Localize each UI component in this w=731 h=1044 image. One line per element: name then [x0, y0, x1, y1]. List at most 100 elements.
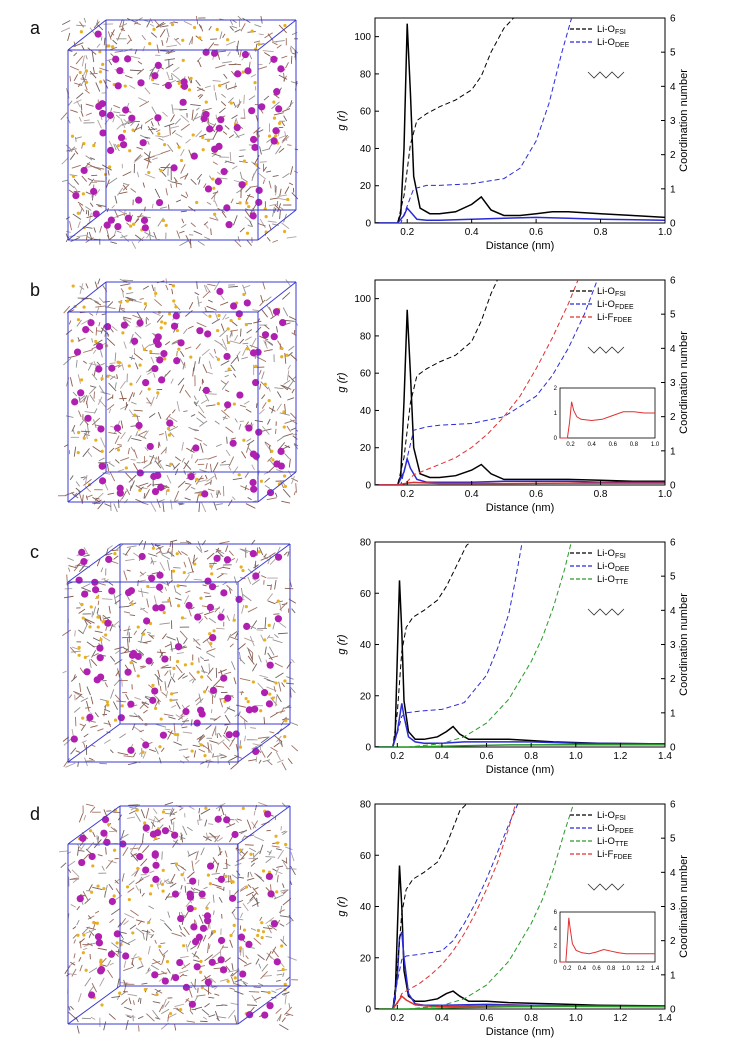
- bond-line: [106, 959, 112, 967]
- bond-line: [287, 956, 297, 961]
- bond-line: [159, 463, 165, 471]
- lithium-atom: [196, 327, 204, 335]
- bond-line: [170, 183, 172, 189]
- bond-line: [192, 367, 195, 377]
- bond-line: [281, 991, 290, 995]
- sulfur-atom: [195, 477, 199, 481]
- bond-line: [224, 369, 233, 372]
- rdf-chart-c: 0.2 0.4 0.6 0.8 1.0 1.2 1.40204060800123456Dis…: [336, 538, 690, 777]
- bond-line: [181, 726, 188, 729]
- bond-line: [99, 582, 106, 586]
- bond-line: [92, 66, 95, 73]
- bond-line: [143, 709, 148, 714]
- lithium-atom: [143, 617, 151, 625]
- bond-line: [180, 931, 186, 937]
- bond-line: [129, 614, 136, 616]
- bond-line: [112, 39, 118, 45]
- bond-line: [197, 411, 206, 419]
- bond-line: [142, 933, 145, 940]
- molecule-sketch-icon: [587, 346, 625, 354]
- bond-line: [195, 130, 203, 138]
- bond-line: [178, 748, 189, 751]
- lithium-atom: [92, 586, 100, 594]
- lithium-atom: [80, 166, 88, 175]
- x-tick-label: 0.8: [594, 227, 608, 238]
- bond-line: [233, 130, 240, 139]
- bond-line: [142, 430, 149, 439]
- sulfur-atom: [112, 848, 117, 852]
- bond-line: [192, 959, 201, 963]
- bond-line: [219, 753, 227, 757]
- bond-line: [148, 412, 156, 419]
- lithium-atom: [201, 490, 209, 498]
- bond-line: [230, 437, 236, 440]
- bond-line: [222, 131, 228, 135]
- bond-line: [262, 927, 273, 930]
- bond-line: [88, 659, 92, 668]
- bond-line: [230, 356, 238, 365]
- bond-line: [230, 631, 238, 636]
- bond-line: [58, 850, 69, 853]
- y-right-tick-label: 4: [670, 868, 676, 879]
- bond-line: [210, 718, 217, 720]
- bond-line: [63, 305, 71, 314]
- bond-line: [261, 309, 269, 318]
- bond-line: [176, 652, 184, 655]
- lithium-atom: [136, 469, 144, 477]
- bond-line: [178, 924, 182, 931]
- bond-line: [123, 647, 129, 651]
- bond-line: [163, 713, 174, 717]
- bond-line: [219, 463, 231, 466]
- sulfur-atom: [215, 27, 219, 32]
- bond-line: [280, 480, 284, 489]
- bond-line: [261, 402, 267, 409]
- bond-line: [186, 447, 195, 453]
- bond-line: [208, 996, 215, 999]
- bond-line: [269, 307, 274, 318]
- lithium-atom: [152, 604, 160, 612]
- bond-line: [84, 474, 88, 486]
- bond-line: [185, 705, 190, 709]
- bond-line: [203, 592, 210, 594]
- lithium-atom: [270, 137, 278, 145]
- bond-line: [95, 305, 106, 308]
- sulfur-atom: [283, 735, 287, 739]
- bond-line: [164, 802, 174, 806]
- bond-line: [69, 475, 74, 481]
- bond-line: [253, 850, 260, 858]
- bond-line: [199, 133, 207, 138]
- sulfur-atom: [71, 284, 75, 288]
- bond-line: [169, 669, 172, 676]
- lithium-atom: [103, 838, 111, 846]
- bond-line: [228, 588, 232, 594]
- bond-line: [229, 26, 234, 31]
- lithium-atom: [135, 421, 143, 430]
- bond-line: [210, 228, 212, 236]
- bond-line: [220, 343, 228, 351]
- bond-line: [83, 853, 90, 860]
- lithium-atom: [156, 583, 164, 591]
- bond-line: [67, 181, 75, 189]
- bond-line: [205, 836, 210, 841]
- sulfur-atom: [275, 841, 280, 845]
- bond-line: [120, 288, 124, 293]
- bond-line: [142, 182, 146, 188]
- bond-line: [173, 741, 182, 746]
- bond-line: [221, 338, 228, 350]
- bond-line: [260, 109, 264, 114]
- lithium-atom: [229, 894, 237, 902]
- sulfur-atom: [286, 197, 290, 202]
- bond-line: [259, 335, 269, 341]
- lithium-atom: [217, 956, 225, 964]
- bond-line: [159, 561, 165, 572]
- bond-line: [179, 973, 184, 978]
- lithium-atom: [204, 917, 212, 925]
- sulfur-atom: [209, 642, 213, 646]
- bond-line: [200, 399, 209, 404]
- bond-line: [125, 296, 134, 302]
- bond-line: [216, 627, 225, 630]
- bond-line: [252, 743, 263, 747]
- bond-line: [259, 674, 269, 679]
- bond-line: [85, 283, 89, 289]
- bond-line: [250, 928, 257, 931]
